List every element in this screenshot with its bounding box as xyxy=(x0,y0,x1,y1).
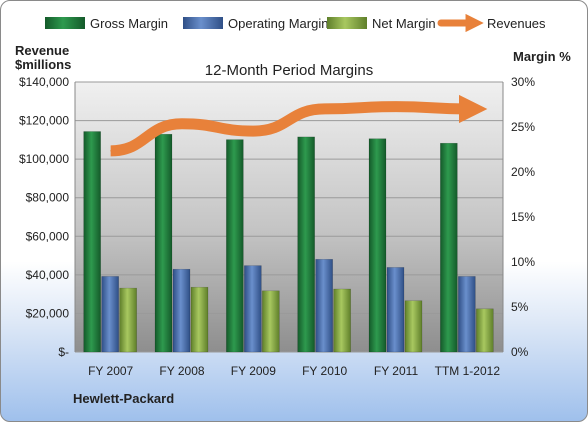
x-tick-label: FY 2008 xyxy=(159,364,204,378)
legend-item-gross-margin: Gross Margin xyxy=(45,16,168,31)
y-left-label-line1: Revenue xyxy=(15,43,69,58)
y-right-tick-label: 15% xyxy=(511,210,535,224)
revenues-point xyxy=(252,130,254,132)
gross-margin-bar xyxy=(368,138,387,353)
net-margin-bar xyxy=(333,288,351,353)
chart-title: 12-Month Period Margins xyxy=(205,62,373,79)
y-left-tick-label: $60,000 xyxy=(26,229,70,243)
y-left-tick-label: $100,000 xyxy=(19,152,69,166)
legend-label-revenues: Revenues xyxy=(487,16,546,31)
company-name: Hewlett-Packard xyxy=(73,391,174,406)
legend-swatch-net-margin xyxy=(327,17,367,29)
net-margin-bar xyxy=(262,290,280,353)
y-right-tick-label: 25% xyxy=(511,120,535,134)
legend-item-operating-margin: Operating Margin xyxy=(183,16,328,31)
revenues-point xyxy=(466,108,468,110)
revenues-point xyxy=(181,123,183,125)
x-tick-label: TTM 1-2012 xyxy=(435,364,501,378)
y-right-tick-labels: 0% 5% 10% 15% 20% 25% 30% xyxy=(511,75,535,359)
y-right-tick-label: 0% xyxy=(511,345,529,359)
revenues-point xyxy=(395,106,397,108)
revenues-point xyxy=(110,150,112,152)
revenues-line xyxy=(110,94,488,157)
x-tick-labels: FY 2007 FY 2008 FY 2009 FY 2010 FY 2011 TTM 1… xyxy=(88,364,500,378)
operating-margin-bar xyxy=(458,276,476,353)
y-right-tick-label: 30% xyxy=(511,75,535,89)
y-right-tick-label: 20% xyxy=(511,165,535,179)
gross-margin-bar xyxy=(297,136,315,353)
legend-label-net-margin: Net Margin xyxy=(372,16,436,31)
x-tick-label: FY 2011 xyxy=(374,364,419,378)
operating-margin-bar xyxy=(101,276,119,353)
net-margin-bar xyxy=(404,300,423,353)
legend-swatch-operating-margin xyxy=(183,17,223,29)
revenues-point xyxy=(324,108,326,110)
revenues-line-group xyxy=(110,94,488,157)
x-tick-label: FY 2010 xyxy=(302,364,347,378)
gross-margin-bar xyxy=(83,131,101,353)
bars xyxy=(83,131,494,353)
y-right-tick-label: 10% xyxy=(511,255,535,269)
plot-area xyxy=(75,82,503,352)
x-tick-label: FY 2007 xyxy=(88,364,133,378)
x-tick-label: FY 2009 xyxy=(231,364,276,378)
y-left-tick-labels: $- $20,000 $40,000 $60,000 $80,000 $100,000 $1… xyxy=(19,75,69,359)
legend: Gross Margin Operating Margin Net Margin… xyxy=(45,13,546,33)
y-left-tick-label: $120,000 xyxy=(19,114,69,128)
legend-label-operating-margin: Operating Margin xyxy=(228,16,328,31)
operating-margin-bar xyxy=(386,267,405,353)
operating-margin-bar xyxy=(172,268,191,353)
legend-item-net-margin: Net Margin xyxy=(327,16,436,31)
net-margin-bar xyxy=(476,308,494,353)
legend-label-gross-margin: Gross Margin xyxy=(90,16,168,31)
operating-margin-bar xyxy=(244,265,262,353)
legend-item-revenues: Revenues xyxy=(437,13,546,33)
gross-margin-bar xyxy=(440,142,458,353)
y-left-tick-label: $80,000 xyxy=(26,191,70,205)
y-right-tick-label: 5% xyxy=(511,300,529,314)
y-left-tick-label: $140,000 xyxy=(19,75,69,89)
y-left-tick-label: $- xyxy=(58,345,69,359)
gridlines xyxy=(74,81,504,353)
y-right-label: Margin % xyxy=(513,49,571,64)
operating-margin-bar xyxy=(315,259,333,353)
gross-margin-bar xyxy=(154,133,173,353)
y-left-label-line2: $millions xyxy=(15,57,71,72)
net-margin-bar xyxy=(119,287,137,353)
y-left-tick-label: $20,000 xyxy=(26,306,70,320)
legend-swatch-gross-margin xyxy=(45,17,85,29)
y-left-tick-label: $40,000 xyxy=(26,268,70,282)
net-margin-bar xyxy=(190,286,209,353)
gross-margin-bar xyxy=(226,139,244,353)
